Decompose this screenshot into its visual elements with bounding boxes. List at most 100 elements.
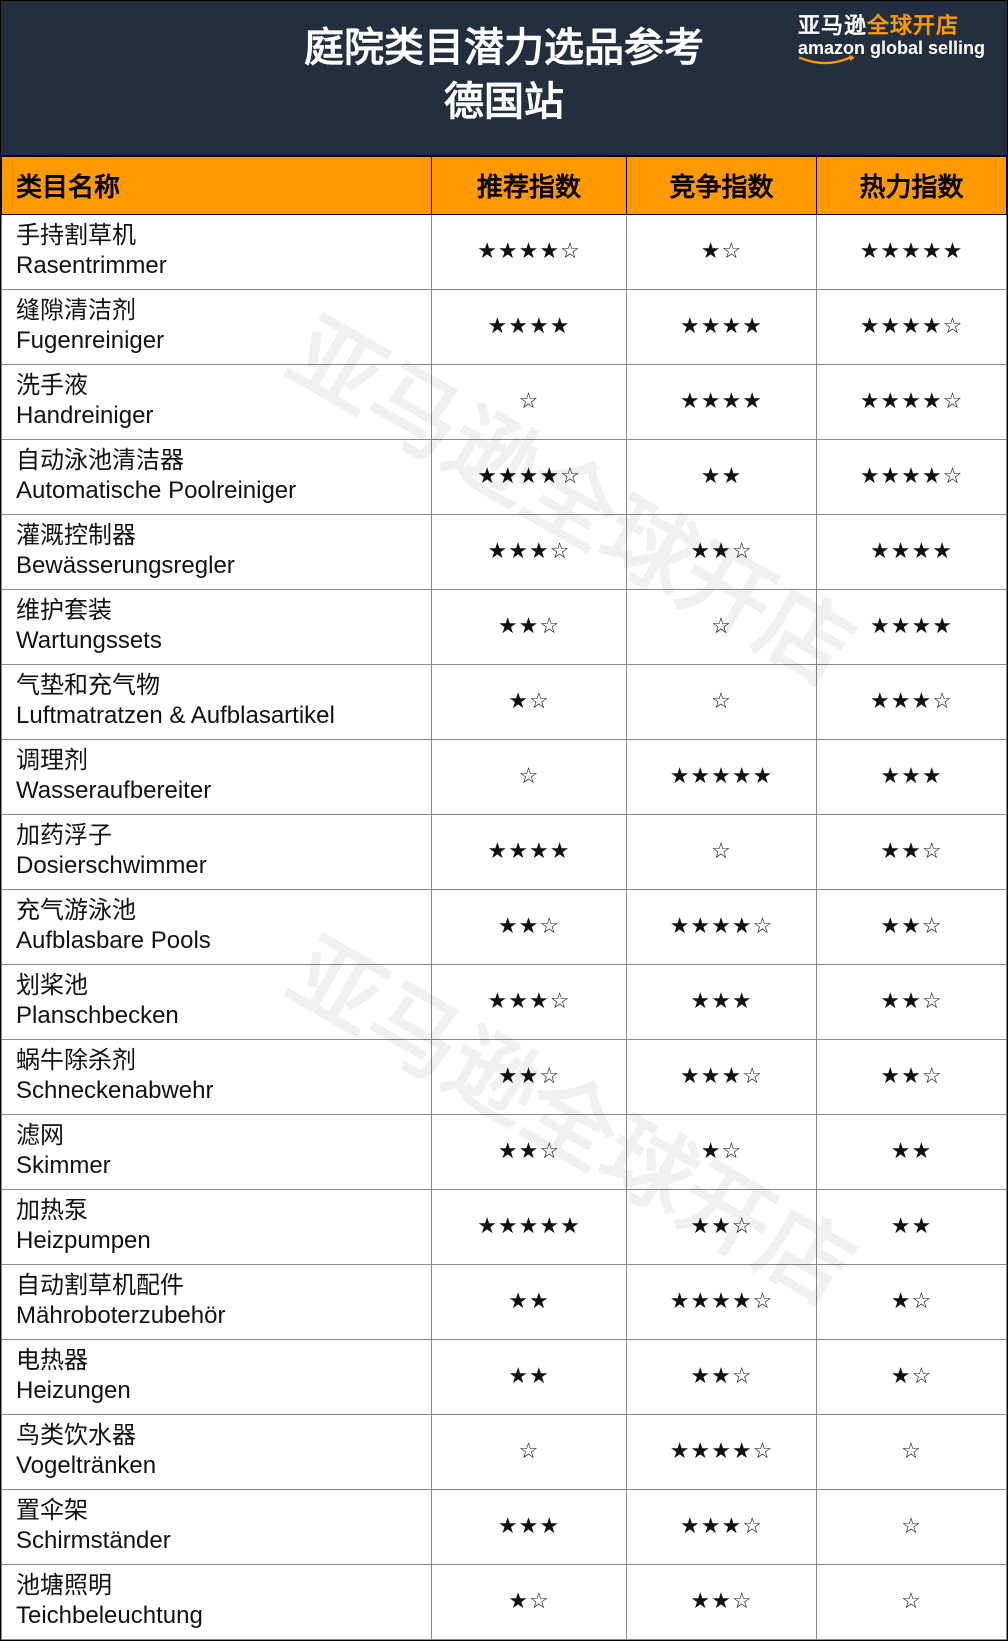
col-recommend: 推荐指数 [432,157,627,215]
table-body: 手持割草机Rasentrimmer★★★★☆★☆★★★★★缝隙清洁剂Fugenr… [2,215,1007,1640]
table-row: 洗手液Handreiniger☆★★★★★★★★☆ [2,365,1007,440]
cell-heat: ★★★★☆ [817,440,1007,515]
name-cn: 气垫和充气物 [16,671,417,701]
cell-compete: ★★☆ [627,1340,817,1415]
cell-name: 电热器Heizungen [2,1340,432,1415]
name-cn: 维护套装 [16,596,417,626]
table-row: 自动割草机配件Mähroboterzubehör★★★★★★☆★☆ [2,1265,1007,1340]
cell-name: 灌溉控制器Bewässerungsregler [2,515,432,590]
cell-heat: ★★ [817,1190,1007,1265]
cell-compete: ★★☆ [627,515,817,590]
name-cn: 加热泵 [16,1196,417,1226]
name-cn: 蜗牛除杀剂 [16,1046,417,1076]
name-cn: 灌溉控制器 [16,521,417,551]
cell-compete: ★★★★ [627,365,817,440]
name-de: Schneckenabwehr [16,1076,417,1106]
cell-compete: ★★★★☆ [627,1265,817,1340]
cell-heat: ★★★★ [817,515,1007,590]
table-row: 蜗牛除杀剂Schneckenabwehr★★☆★★★☆★★☆ [2,1040,1007,1115]
cell-recommend: ★★★★☆ [432,215,627,290]
name-de: Automatische Poolreiniger [16,476,417,506]
logo-cn-orange: 全球开店 [867,13,959,38]
cell-recommend: ☆ [432,1415,627,1490]
cell-compete: ★★★★★ [627,740,817,815]
cell-compete: ★★ [627,440,817,515]
cell-recommend: ★★★ [432,1490,627,1565]
name-cn: 调理剂 [16,746,417,776]
name-de: Teichbeleuchtung [16,1601,417,1631]
document-container: 亚马逊全球开店 amazon global selling 庭院类目潜力选品参考… [0,0,1008,1641]
col-name: 类目名称 [2,157,432,215]
name-cn: 池塘照明 [16,1571,417,1601]
table-row: 维护套装Wartungssets★★☆☆★★★★ [2,590,1007,665]
cell-name: 气垫和充气物Luftmatratzen & Aufblasartikel [2,665,432,740]
table-row: 鸟类饮水器Vogeltränken☆★★★★☆☆ [2,1415,1007,1490]
cell-compete: ★☆ [627,215,817,290]
name-de: Luftmatratzen & Aufblasartikel [16,701,417,731]
cell-heat: ★★★ [817,740,1007,815]
table-header-row: 类目名称 推荐指数 竞争指数 热力指数 [2,157,1007,215]
cell-compete: ★★★★☆ [627,1415,817,1490]
cell-name: 调理剂Wasseraufbereiter [2,740,432,815]
cell-recommend: ★★★★★ [432,1190,627,1265]
cell-recommend: ★★☆ [432,1040,627,1115]
name-de: Skimmer [16,1151,417,1181]
cell-compete: ★★☆ [627,1190,817,1265]
table-row: 灌溉控制器Bewässerungsregler★★★☆★★☆★★★★ [2,515,1007,590]
name-de: Fugenreiniger [16,326,417,356]
name-cn: 充气游泳池 [16,896,417,926]
cell-recommend: ★★★☆ [432,515,627,590]
cell-heat: ★☆ [817,1340,1007,1415]
cell-heat: ★★★★ [817,590,1007,665]
cell-heat: ★★★☆ [817,665,1007,740]
cell-compete: ★★★★ [627,290,817,365]
title-line2: 德国站 [444,80,564,124]
cell-name: 维护套装Wartungssets [2,590,432,665]
cell-recommend: ★★★★ [432,290,627,365]
title-line1: 庭院类目潜力选品参考 [304,26,704,70]
cell-heat: ★★☆ [817,815,1007,890]
table-row: 气垫和充气物Luftmatratzen & Aufblasartikel★☆☆★… [2,665,1007,740]
cell-recommend: ★★☆ [432,890,627,965]
category-table: 类目名称 推荐指数 竞争指数 热力指数 手持割草机Rasentrimmer★★★… [1,156,1007,1640]
cell-name: 池塘照明Teichbeleuchtung [2,1565,432,1640]
name-cn: 置伞架 [16,1496,417,1526]
name-de: Planschbecken [16,1001,417,1031]
name-de: Dosierschwimmer [16,851,417,881]
cell-name: 划桨池Planschbecken [2,965,432,1040]
table-row: 缝隙清洁剂Fugenreiniger★★★★★★★★★★★★☆ [2,290,1007,365]
name-cn: 滤网 [16,1121,417,1151]
name-de: Aufblasbare Pools [16,926,417,956]
name-de: Heizpumpen [16,1226,417,1256]
cell-name: 蜗牛除杀剂Schneckenabwehr [2,1040,432,1115]
header: 亚马逊全球开店 amazon global selling 庭院类目潜力选品参考… [1,1,1007,156]
cell-name: 自动泳池清洁器Automatische Poolreiniger [2,440,432,515]
table-row: 电热器Heizungen★★★★☆★☆ [2,1340,1007,1415]
logo-cn-prefix: 亚马逊 [798,13,867,38]
cell-heat: ★☆ [817,1265,1007,1340]
name-de: Heizungen [16,1376,417,1406]
cell-compete: ★★★★☆ [627,890,817,965]
name-cn: 电热器 [16,1346,417,1376]
table-row: 置伞架Schirmständer★★★★★★☆☆ [2,1490,1007,1565]
name-de: Schirmständer [16,1526,417,1556]
cell-name: 加热泵Heizpumpen [2,1190,432,1265]
cell-heat: ☆ [817,1565,1007,1640]
cell-recommend: ★★☆ [432,1115,627,1190]
cell-heat: ★★ [817,1115,1007,1190]
col-compete: 竞争指数 [627,157,817,215]
cell-recommend: ★★☆ [432,590,627,665]
name-cn: 缝隙清洁剂 [16,296,417,326]
cell-name: 缝隙清洁剂Fugenreiniger [2,290,432,365]
cell-compete: ★★☆ [627,1565,817,1640]
cell-name: 手持割草机Rasentrimmer [2,215,432,290]
table-row: 滤网Skimmer★★☆★☆★★ [2,1115,1007,1190]
cell-name: 加药浮子Dosierschwimmer [2,815,432,890]
cell-heat: ★★☆ [817,890,1007,965]
cell-name: 滤网Skimmer [2,1115,432,1190]
cell-recommend: ☆ [432,740,627,815]
table-row: 池塘照明Teichbeleuchtung★☆★★☆☆ [2,1565,1007,1640]
name-cn: 手持割草机 [16,221,417,251]
cell-recommend: ★★★★☆ [432,440,627,515]
cell-heat: ★★☆ [817,965,1007,1040]
